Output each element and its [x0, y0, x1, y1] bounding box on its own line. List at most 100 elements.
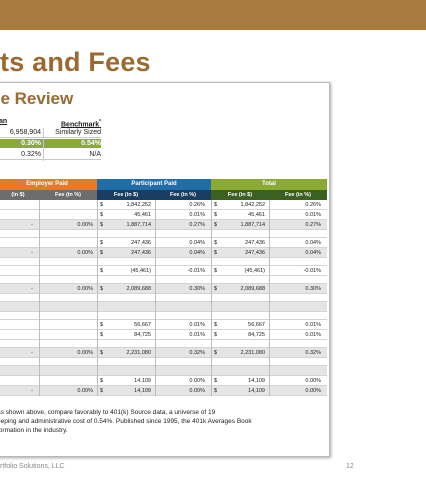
total-fee-dollar: 14,109 — [248, 378, 265, 384]
participant-currency: $ — [100, 286, 104, 292]
participant-fee-percent: 0.04% — [189, 240, 205, 246]
employer-fee-percent: 0.00% — [77, 388, 93, 394]
employer-fee-dollar: - — [31, 286, 33, 292]
total-currency: $ — [214, 240, 218, 246]
participant-fee-percent: 0.32% — [189, 350, 205, 356]
column-divider — [39, 200, 40, 396]
participant-fee-dollar: 1,842,252 — [126, 202, 151, 208]
participant-fee-percent: 0.27% — [189, 222, 205, 228]
employer-fee-percent — [39, 320, 93, 330]
slide-heading: ts and Fees — [0, 47, 151, 77]
total-fee-percent: 0.01% — [305, 212, 321, 218]
total-currency: $ — [214, 202, 218, 208]
benchmark-plan-value: 0.30% — [21, 140, 41, 147]
total-fee-percent: -0.01% — [303, 268, 321, 274]
page-number: 12 — [346, 463, 354, 470]
employer-fee-percent — [39, 376, 93, 386]
participant-currency: $ — [100, 240, 104, 246]
total-currency: $ — [214, 268, 218, 274]
table-row: $247,436 0.04% $247,436 0.04% — [0, 238, 327, 248]
employer-fee-percent: 0.00% — [77, 250, 93, 256]
benchmark-row: 6,958,904 Similarly Sized — [0, 128, 101, 138]
footer-company: rtfolio Solutions, LLC — [0, 463, 65, 470]
total-currency: $ — [214, 250, 218, 256]
participant-fee-percent: 0.04% — [189, 250, 205, 256]
total-fee-dollar: 14,109 — [248, 388, 265, 394]
employer-fee-percent — [39, 200, 93, 210]
participant-currency: $ — [100, 388, 104, 394]
total-fee-percent: 0.30% — [305, 286, 321, 292]
participant-fee-percent: 0.00% — [189, 378, 205, 384]
participant-currency: $ — [100, 222, 104, 228]
participant-currency: $ — [100, 250, 104, 256]
participant-fee-dollar: 14,109 — [134, 388, 151, 394]
employer-fee-percent — [39, 210, 93, 220]
participant-currency: $ — [100, 378, 104, 384]
column-divider — [269, 200, 270, 396]
table-row: $45,461 0.01% $45,461 0.01% — [0, 210, 327, 220]
footnote-line: eeping and administrative cost of 0.54%.… — [0, 418, 252, 425]
column-header: Fee (in %) — [155, 190, 211, 200]
table-row: - 0.00% $14,109 0.00% $14,109 0.00% — [0, 386, 327, 396]
employer-fee-percent — [39, 330, 93, 340]
table-row: $ (45,461) -0.01% $ (45,461) -0.01% — [0, 266, 327, 276]
participant-currency: $ — [100, 268, 104, 274]
participant-fee-dollar: 247,436 — [131, 240, 151, 246]
benchmark-row: 0.32% N/A — [0, 150, 101, 160]
participant-currency: $ — [100, 332, 104, 338]
participant-currency: $ — [100, 350, 104, 356]
table-row: - 0.00% $2,231,080 0.32% $2,231,080 0.32% — [0, 348, 327, 358]
spacer-row — [0, 340, 327, 348]
participant-fee-dollar: 2,089,688 — [126, 286, 151, 292]
participant-fee-percent: 0.26% — [189, 202, 205, 208]
section-row — [0, 366, 327, 376]
employer-fee-dollar — [0, 238, 33, 248]
benchmark-value: 0.54% — [81, 140, 101, 147]
spacer-row — [0, 230, 327, 238]
participant-fee-dollar: 1,887,714 — [126, 222, 151, 228]
employer-fee-dollar — [0, 320, 33, 330]
employer-fee-percent: 0.00% — [77, 222, 93, 228]
title-bar — [0, 0, 426, 30]
benchmark-value: Similarly Sized — [55, 129, 101, 136]
spacer-row — [0, 258, 327, 266]
column-header: Fee (in $) — [97, 190, 155, 200]
group-header: Participant Paid — [97, 179, 211, 190]
total-fee-dollar: 247,436 — [245, 250, 265, 256]
table-row: $56,667 0.01% $56,667 0.01% — [0, 320, 327, 330]
employer-fee-percent — [39, 238, 93, 248]
benchmark-plan-header: lan — [0, 118, 8, 125]
total-fee-percent: 0.00% — [305, 388, 321, 394]
benchmark-value: N/A — [89, 151, 101, 158]
table-row: $84,725 0.01% $84,725 0.01% — [0, 330, 327, 340]
employer-fee-dollar — [0, 330, 33, 340]
column-divider — [155, 200, 156, 396]
employer-fee-dollar — [0, 376, 33, 386]
spacer-row — [0, 276, 327, 284]
participant-fee-dollar: 45,461 — [134, 212, 151, 218]
table-row: $1,842,252 0.26% $1,842,252 0.26% — [0, 200, 327, 210]
benchmark-row: 0.30% 0.54% — [0, 139, 101, 149]
total-currency: $ — [214, 322, 218, 328]
column-header: Fee (in %) — [39, 190, 97, 200]
participant-fee-dollar: 247,436 — [131, 250, 151, 256]
participant-fee-dollar: 2,231,080 — [126, 350, 151, 356]
table-row: - 0.00% $1,887,714 0.27% $1,887,714 0.27% — [0, 220, 327, 230]
total-currency: $ — [214, 222, 218, 228]
participant-fee-dollar: 14,109 — [134, 378, 151, 384]
total-fee-dollar: 2,231,080 — [240, 350, 265, 356]
group-header: Total — [211, 179, 327, 190]
column-divider — [211, 200, 212, 396]
total-currency: $ — [214, 332, 218, 338]
total-fee-percent: 0.00% — [305, 378, 321, 384]
total-fee-dollar: 56,667 — [248, 322, 265, 328]
benchmark-header-row: lan Benchmark* — [0, 117, 101, 128]
total-currency: $ — [214, 212, 218, 218]
participant-fee-percent: 0.00% — [189, 388, 205, 394]
total-fee-dollar: 1,842,252 — [240, 202, 265, 208]
participant-fee-dollar: (45,461) — [130, 268, 152, 274]
column-header: Fee (in %) — [269, 190, 327, 200]
footnote-line: as shown above, compare favorably to 401… — [0, 409, 216, 416]
total-currency: $ — [214, 286, 218, 292]
table-row: - 0.00% $247,436 0.04% $247,436 0.04% — [0, 248, 327, 258]
